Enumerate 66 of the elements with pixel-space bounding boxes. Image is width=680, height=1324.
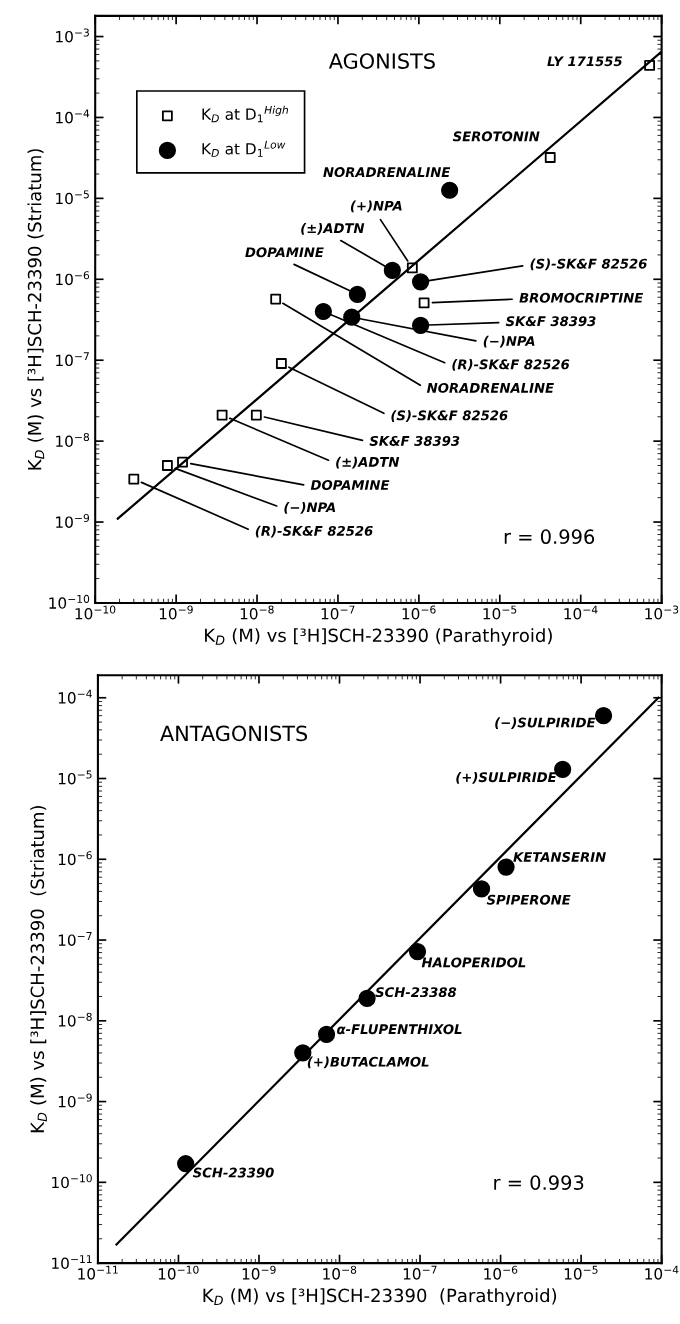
annotation: r = 0.996 bbox=[504, 529, 595, 545]
x-tick-label: 10$^{−3}$ bbox=[645, 605, 679, 620]
y-tick-label: 10$^{−6}$ bbox=[56, 271, 90, 286]
x-tick-label: 10$^{−9}$ bbox=[242, 1265, 276, 1280]
annotation: α-FLUPENTHIXOL bbox=[337, 1024, 462, 1035]
annotation: SK&F 38393 bbox=[369, 435, 460, 446]
annotation: (+)SULPIRIDE bbox=[456, 771, 557, 784]
annotation: KETANSERIN bbox=[513, 851, 606, 862]
y-axis-title: K$_{D}$ (M) vs [³H]SCH-23390 (Striatum) bbox=[30, 806, 47, 1133]
annotation: (+)NPA bbox=[350, 200, 402, 213]
annotation: HALOPERIDOL bbox=[421, 957, 526, 968]
legend-label: K$_{D}$ at D$_{1}$$^{High}$ bbox=[202, 105, 289, 123]
y-tick-label: 10$^{−7}$ bbox=[56, 352, 89, 367]
x-tick-label: 10$^{−11}$ bbox=[78, 1265, 118, 1280]
annotation: (R)-SK&F 82526 bbox=[452, 359, 570, 371]
annotation: (±)ADTN bbox=[301, 222, 365, 235]
annotation: BROMOCRIPTINE bbox=[519, 292, 644, 303]
annotation: r = 0.993 bbox=[494, 1175, 584, 1190]
annotation: DOPAMINE bbox=[310, 479, 390, 490]
annotation: NORADRENALINE bbox=[426, 382, 554, 393]
x-tick-label: 10$^{−7}$ bbox=[321, 605, 355, 620]
y-tick-label: 10$^{−5}$ bbox=[56, 190, 89, 205]
annotation: (S)-SK&F 82526 bbox=[530, 258, 647, 271]
annotation: (−)NPA bbox=[483, 335, 535, 348]
y-tick-label: 10$^{−4}$ bbox=[56, 109, 90, 124]
x-axis-title: K$_{D}$ (M) vs [³H]SCH-23390 (Parathyroid) bbox=[203, 1288, 557, 1306]
x-tick-label: 10$^{−6}$ bbox=[484, 1265, 518, 1280]
annotation: SCH-23390 bbox=[192, 1167, 274, 1178]
x-axis-title: K$_{D}$ (M) vs [³H]SCH-23390 (Parathyroid) bbox=[205, 628, 552, 646]
y-tick-label: 10$^{−9}$ bbox=[58, 1093, 92, 1108]
x-tick-label: 10$^{−9}$ bbox=[159, 605, 193, 620]
legend-label: K$_{D}$ at D$_{1}$$^{Low}$ bbox=[202, 140, 286, 157]
y-axis-title: K$_{D}$ (M) vs [³H]SCH-23390 (Striatum) bbox=[27, 149, 45, 470]
x-tick-label: 10$^{−5}$ bbox=[564, 1265, 598, 1280]
annotation: DOPAMINE bbox=[245, 247, 324, 258]
x-tick-label: 10$^{−10}$ bbox=[158, 1265, 199, 1280]
y-tick-label: 10$^{−6}$ bbox=[58, 851, 92, 866]
y-tick-label: 10$^{−9}$ bbox=[56, 513, 90, 528]
x-tick-label: 10$^{−7}$ bbox=[403, 1265, 437, 1280]
annotation: (−)NPA bbox=[284, 502, 336, 514]
y-tick-label: 10$^{−8}$ bbox=[56, 433, 90, 448]
x-tick-label: 10$^{−8}$ bbox=[323, 1265, 357, 1280]
annotation: NORADRENALINE bbox=[323, 167, 451, 178]
annotation: SK&F 38393 bbox=[505, 316, 596, 327]
annotation: SCH-23388 bbox=[375, 987, 457, 998]
text: ANTAGONISTS bbox=[160, 725, 308, 742]
annotation: (±)ADTN bbox=[336, 456, 400, 469]
annotation: SPIPERONE bbox=[486, 894, 571, 905]
x-tick-label: 10$^{−6}$ bbox=[402, 605, 436, 620]
x-tick-label: 10$^{−5}$ bbox=[483, 605, 517, 620]
annotation: LY 171555 bbox=[547, 56, 622, 67]
x-tick-label: 10$^{−4}$ bbox=[645, 1265, 679, 1280]
annotation: (R)-SK&F 82526 bbox=[255, 525, 373, 538]
y-tick-label: 10$^{−4}$ bbox=[58, 689, 92, 704]
y-tick-label: 10$^{−8}$ bbox=[58, 1012, 92, 1027]
y-tick-label: 10$^{−3}$ bbox=[56, 28, 89, 43]
x-tick-label: 10$^{−4}$ bbox=[564, 605, 598, 620]
annotation: (−)SULPIRIDE bbox=[495, 717, 596, 730]
y-tick-label: 10$^{−7}$ bbox=[58, 932, 92, 946]
x-tick-label: 10$^{−8}$ bbox=[240, 605, 274, 620]
y-tick-label: 10$^{−5}$ bbox=[58, 770, 92, 785]
annotation: (+)BUTACLAMOL bbox=[307, 1056, 429, 1069]
annotation: (S)-SK&F 82526 bbox=[391, 410, 508, 422]
y-tick-label: 10$^{−10}$ bbox=[52, 1174, 92, 1189]
text: AGONISTS bbox=[328, 53, 435, 69]
annotation: SEROTONIN bbox=[452, 131, 540, 142]
